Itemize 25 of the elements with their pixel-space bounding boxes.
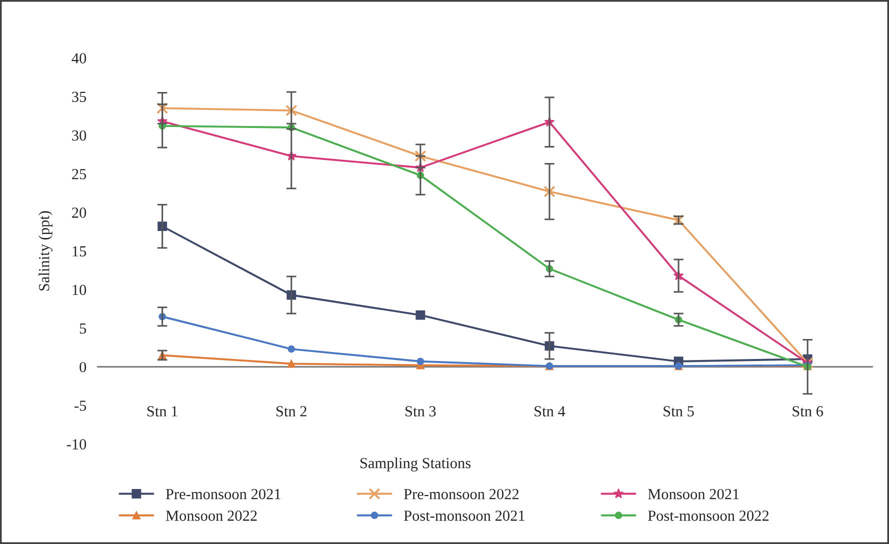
x-tick-label: Stn 5	[664, 406, 694, 416]
x-tick-label: Stn 1	[147, 406, 178, 416]
x-tick-label: Stn 4	[534, 406, 566, 416]
legend-label: Pre-monsoon 2022	[404, 488, 519, 500]
y-tick-label: 10	[72, 284, 86, 296]
legend-label: Monsoon 2021	[648, 488, 739, 500]
legend-label: Monsoon 2022	[166, 510, 257, 521]
y-tick-label: 20	[72, 208, 86, 218]
y-tick-label: 35	[72, 92, 86, 102]
y-tick-label: 15	[72, 246, 86, 256]
x-tick-label: Stn 6	[792, 406, 824, 416]
y-tick-label: 5	[80, 324, 86, 334]
x-axis-title: Sampling Stations	[360, 458, 471, 472]
x-tick-label: Stn 3	[406, 406, 436, 416]
y-axis-title: Salinity (ppt)	[38, 211, 52, 291]
y-tick-label: -5	[74, 400, 86, 411]
legend-label: Pre-monsoon 2021	[166, 488, 280, 500]
legend-label: Post-monsoon 2022	[648, 510, 769, 521]
y-tick-label: 25	[72, 168, 86, 180]
y-tick-label: -10	[66, 439, 86, 450]
y-tick-label: 0	[80, 362, 86, 372]
legend-label: Post-monsoon 2021	[404, 510, 524, 521]
y-tick-label: 40	[72, 53, 86, 64]
x-tick-label: Stn 2	[276, 406, 306, 416]
y-tick-label: 30	[72, 130, 86, 141]
